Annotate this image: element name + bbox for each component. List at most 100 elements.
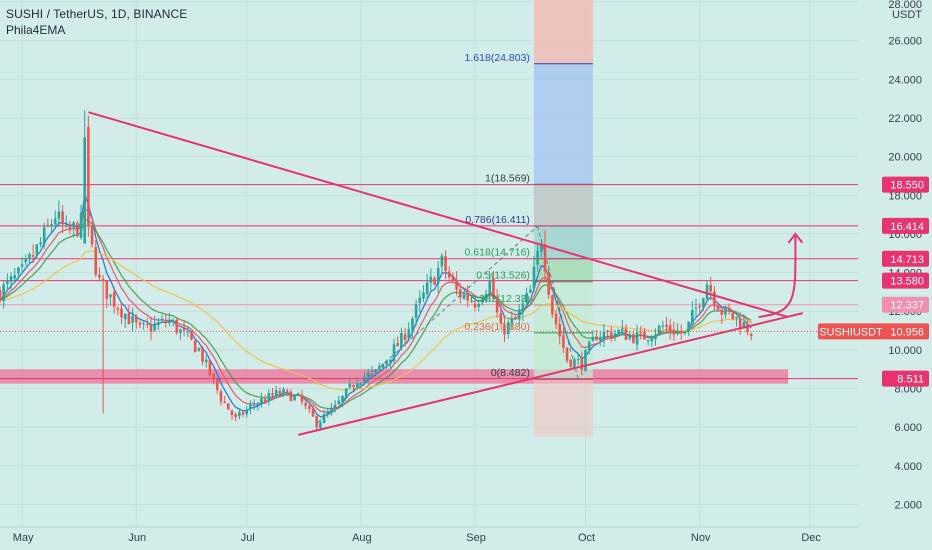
candle-body bbox=[510, 318, 514, 324]
candle-body bbox=[201, 347, 204, 362]
price-tag-value: 10.956 bbox=[890, 326, 924, 338]
price-tag-value: 13.580 bbox=[890, 276, 924, 288]
price-tick-label: 6.000 bbox=[894, 422, 922, 434]
candle-body bbox=[738, 318, 742, 329]
candle-body bbox=[182, 327, 186, 331]
candle-body bbox=[304, 402, 307, 406]
candle-body bbox=[308, 405, 311, 409]
candle-body bbox=[311, 408, 315, 417]
indicator-name[interactable]: Phila4EMA bbox=[6, 23, 66, 37]
time-tick-label: Aug bbox=[352, 532, 372, 544]
candle-body bbox=[252, 404, 256, 406]
candle-body bbox=[267, 392, 271, 402]
candle-body bbox=[536, 250, 539, 265]
candle-body bbox=[624, 328, 628, 340]
fib-label: 1.618(24.803) bbox=[465, 52, 530, 64]
candle-body bbox=[87, 126, 90, 226]
price-tag bbox=[882, 176, 929, 193]
candle-body bbox=[112, 292, 116, 307]
candle-body bbox=[554, 313, 558, 325]
candle-body bbox=[492, 278, 495, 299]
candle-body bbox=[400, 332, 403, 348]
candle-body bbox=[687, 321, 690, 332]
candle-body bbox=[355, 383, 359, 388]
candle-body bbox=[650, 338, 654, 342]
fib-label: 0.236(10.880) bbox=[465, 321, 530, 333]
candle-body bbox=[540, 244, 543, 253]
candle-body bbox=[366, 372, 370, 378]
candle-body bbox=[116, 308, 120, 310]
candle-body bbox=[186, 332, 190, 334]
candle-body bbox=[621, 328, 624, 331]
candle-body bbox=[76, 222, 79, 237]
candle-body bbox=[654, 334, 657, 340]
candle-body bbox=[525, 293, 528, 303]
projection-arrow-curve[interactable] bbox=[758, 233, 797, 319]
candle-body bbox=[282, 389, 285, 393]
candle-body bbox=[68, 224, 72, 230]
candle-body bbox=[598, 337, 602, 341]
candle-body bbox=[672, 329, 676, 335]
candle-body bbox=[28, 254, 31, 260]
candle-body bbox=[138, 322, 142, 325]
candle-body bbox=[602, 331, 606, 339]
candle-body bbox=[643, 331, 646, 340]
candle-body bbox=[425, 282, 429, 294]
price-unit-label: USDT bbox=[892, 9, 922, 21]
candle-body bbox=[160, 318, 164, 321]
candle-body bbox=[241, 412, 245, 415]
candle-body bbox=[392, 344, 396, 361]
projection-arrow[interactable] bbox=[758, 232, 804, 319]
symbol-title[interactable]: SUSHI / TetherUS, 1D, BINANCE bbox=[6, 7, 188, 21]
candle-body bbox=[709, 285, 712, 292]
time-axis-bg bbox=[0, 527, 932, 550]
chart-legend: SUSHI / TetherUS, 1D, BINANCE Phila4EMA bbox=[6, 6, 187, 38]
fib-labels: 1.618(24.803) 1(18.569) 0.786(16.411) 0.618… bbox=[465, 52, 530, 379]
candle-body bbox=[319, 422, 322, 428]
price-tag-value: 14.713 bbox=[890, 254, 924, 266]
candle-body bbox=[289, 391, 293, 402]
candle-body bbox=[219, 391, 223, 402]
candle-body bbox=[109, 294, 112, 297]
candle-body bbox=[665, 324, 668, 328]
candle-body bbox=[363, 376, 366, 383]
candle-body bbox=[657, 325, 661, 334]
candle-body bbox=[591, 336, 595, 342]
grid bbox=[0, 0, 858, 527]
candle-body bbox=[39, 242, 42, 245]
candle-body bbox=[105, 280, 109, 299]
candle-body bbox=[646, 340, 650, 342]
triangle-lower-line[interactable] bbox=[298, 312, 803, 436]
time-axis[interactable]: May Jun Jul Aug Sep Oct Nov Dec bbox=[0, 526, 932, 550]
candle-body bbox=[9, 276, 13, 282]
candle-body bbox=[227, 403, 230, 410]
candle-body bbox=[587, 342, 591, 351]
candle-body bbox=[558, 323, 562, 337]
candle-body bbox=[606, 330, 609, 332]
fib-zone-1 bbox=[533, 184, 593, 226]
candle-body bbox=[134, 316, 138, 323]
price-tick-label: 24.000 bbox=[888, 74, 922, 86]
candle-body bbox=[720, 309, 724, 315]
candle-body bbox=[506, 322, 510, 335]
candle-body bbox=[223, 401, 226, 403]
candle-body bbox=[679, 331, 683, 334]
price-tag bbox=[882, 272, 929, 289]
candle-body bbox=[514, 317, 517, 320]
candle-body bbox=[595, 336, 598, 341]
candle-body bbox=[208, 359, 212, 376]
candle-body bbox=[411, 318, 414, 331]
candle-body bbox=[46, 224, 50, 226]
candle-body bbox=[713, 291, 716, 305]
candle-body bbox=[293, 394, 296, 401]
candle-body bbox=[403, 334, 407, 340]
triangle-upper-line[interactable] bbox=[88, 111, 789, 318]
projection-arrow-head bbox=[787, 232, 804, 244]
triangle-pattern[interactable] bbox=[88, 111, 803, 436]
candle-body bbox=[278, 390, 282, 394]
price-tags: 18.550 16.414 14.713 13.580 12.337 8.511 SUSHI… bbox=[818, 176, 929, 387]
candle-body bbox=[175, 319, 179, 333]
candle-body bbox=[168, 319, 171, 323]
price-tag-value: 12.337 bbox=[890, 300, 924, 312]
